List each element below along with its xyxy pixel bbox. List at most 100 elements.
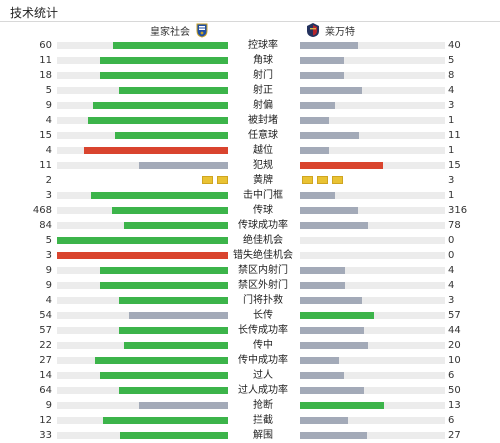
home-stat-value: 27 xyxy=(39,355,52,366)
stat-label: 禁区外射门 xyxy=(238,280,288,291)
home-stat-bar xyxy=(84,147,228,154)
stat-label: 射门 xyxy=(253,70,273,81)
home-bar-track xyxy=(57,42,228,49)
title-divider xyxy=(0,21,500,22)
home-stat-bar xyxy=(139,402,228,409)
stat-row: 9 禁区内射门 4 xyxy=(0,263,500,278)
home-bar-track xyxy=(57,102,228,109)
home-stat-value: 84 xyxy=(39,220,52,231)
stat-row: 5 射正 4 xyxy=(0,83,500,98)
home-stat-value: 11 xyxy=(39,55,52,66)
away-bar-track xyxy=(300,207,445,214)
home-bar-track xyxy=(57,297,228,304)
away-stat-bar xyxy=(300,102,335,109)
away-bar-track xyxy=(300,432,445,439)
stat-label: 犯规 xyxy=(253,160,273,171)
stat-label: 角球 xyxy=(253,55,273,66)
away-bar-track xyxy=(300,57,445,64)
away-bar-track xyxy=(300,417,445,424)
home-stat-value: 9 xyxy=(45,400,52,411)
home-stat-bar xyxy=(139,162,228,169)
away-bar-track xyxy=(300,192,445,199)
away-bar-track xyxy=(300,132,445,139)
away-stat-bar xyxy=(300,72,344,79)
away-stat-value: 4 xyxy=(448,85,455,96)
home-stat-value: 12 xyxy=(39,415,52,426)
away-bar-track xyxy=(300,357,445,364)
home-stat-bar xyxy=(123,342,228,349)
home-bar-track xyxy=(57,147,228,154)
home-stat-value: 468 xyxy=(32,205,52,216)
home-stat-value: 2 xyxy=(45,175,52,186)
home-stat-bar xyxy=(57,237,228,244)
stat-label: 长传成功率 xyxy=(238,325,288,336)
stat-label: 门将扑救 xyxy=(243,295,283,306)
home-bar-track xyxy=(57,342,228,349)
yellow-card-icon xyxy=(202,176,213,184)
home-bar-track xyxy=(57,132,228,139)
home-bar-track xyxy=(57,387,228,394)
home-stat-value: 11 xyxy=(39,160,52,171)
home-stat-value: 5 xyxy=(45,85,52,96)
stat-label: 越位 xyxy=(253,145,273,156)
stat-row: 57 长传成功率 44 xyxy=(0,323,500,338)
stat-label: 绝佳机会 xyxy=(243,235,283,246)
away-bar-track xyxy=(300,252,445,259)
away-stat-value: 10 xyxy=(448,355,461,366)
stat-label: 任意球 xyxy=(248,130,278,141)
stat-label: 被封堵 xyxy=(248,115,278,126)
stat-row: 33 解围 27 xyxy=(0,428,500,443)
home-stat-value: 3 xyxy=(45,250,52,261)
stat-row: 14 过人 6 xyxy=(0,368,500,383)
home-bar-track xyxy=(57,402,228,409)
away-stat-value: 3 xyxy=(448,295,455,306)
away-stat-value: 40 xyxy=(448,40,461,51)
stat-row: 9 抢断 13 xyxy=(0,398,500,413)
away-stat-bar xyxy=(300,267,345,274)
stat-row: 11 角球 5 xyxy=(0,53,500,68)
away-stat-bar xyxy=(300,57,344,64)
home-stat-value: 5 xyxy=(45,235,52,246)
away-stat-bar xyxy=(300,42,358,49)
stat-label: 传球成功率 xyxy=(238,220,288,231)
away-stat-value: 316 xyxy=(448,205,468,216)
home-bar-track xyxy=(57,192,228,199)
home-bar-track xyxy=(57,357,228,364)
away-stat-value: 5 xyxy=(448,55,455,66)
away-bar-track xyxy=(300,222,445,229)
home-stat-bar xyxy=(99,372,228,379)
away-stat-bar xyxy=(300,357,340,364)
away-team-header: 莱万特 xyxy=(305,22,355,38)
home-stat-bar xyxy=(99,57,228,64)
home-stat-bar xyxy=(57,252,228,259)
away-stat-value: 50 xyxy=(448,385,461,396)
home-bar-track xyxy=(57,162,228,169)
home-stat-bar xyxy=(87,117,228,124)
away-stat-value: 4 xyxy=(448,265,455,276)
away-stat-bar xyxy=(300,417,348,424)
home-stat-bar xyxy=(128,312,228,319)
away-stat-value: 57 xyxy=(448,310,461,321)
away-stat-bar xyxy=(300,342,369,349)
away-stat-bar xyxy=(300,222,369,229)
away-yellow-cards xyxy=(302,176,343,184)
away-stat-value: 3 xyxy=(448,100,455,111)
home-bar-track xyxy=(57,117,228,124)
home-stat-value: 18 xyxy=(39,70,52,81)
home-stat-value: 57 xyxy=(39,325,52,336)
stat-row: 4 被封堵 1 xyxy=(0,113,500,128)
away-stat-value: 78 xyxy=(448,220,461,231)
away-stat-value: 1 xyxy=(448,115,455,126)
away-stat-value: 6 xyxy=(448,415,455,426)
stat-row: 3 错失绝佳机会 0 xyxy=(0,248,500,263)
home-bar-track xyxy=(57,432,228,439)
home-stat-value: 9 xyxy=(45,280,52,291)
stat-label: 射偏 xyxy=(253,100,273,111)
home-bar-track xyxy=(57,222,228,229)
away-bar-track xyxy=(300,42,445,49)
home-stat-bar xyxy=(113,42,228,49)
home-stat-bar xyxy=(115,132,228,139)
away-bar-track xyxy=(300,162,445,169)
away-stat-value: 8 xyxy=(448,70,455,81)
home-stat-value: 14 xyxy=(39,370,52,381)
